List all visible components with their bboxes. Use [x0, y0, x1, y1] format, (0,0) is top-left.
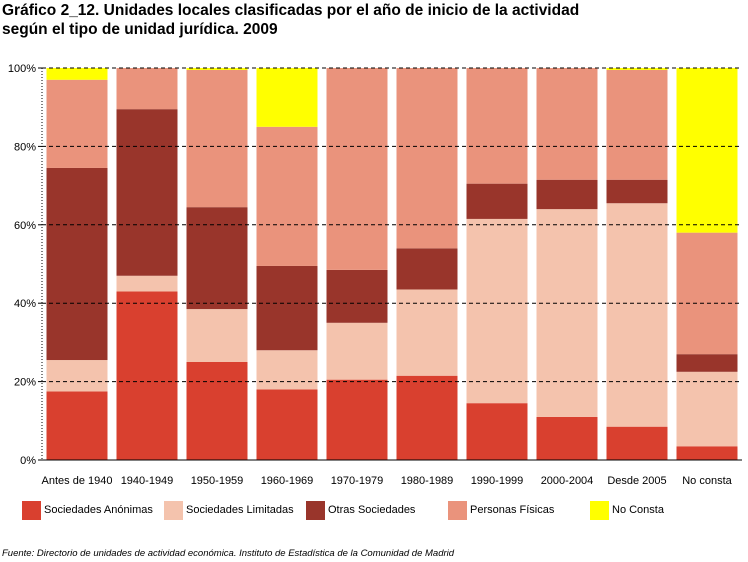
y-tick-label: 80% — [14, 141, 36, 153]
source-note: Fuente: Directorio de unidades de activi… — [2, 548, 455, 559]
bar-segment-2-2 — [116, 275, 178, 292]
bar-segment-3-3 — [186, 207, 248, 310]
legend-label: Otras Sociedades — [328, 504, 416, 516]
legend-item: Otras Sociedades — [306, 500, 415, 520]
legend-swatch — [306, 500, 325, 520]
legend-label: Sociedades Anónimas — [44, 504, 153, 516]
bar-segment-9-2 — [606, 203, 668, 427]
bar-segment-7-3 — [466, 183, 528, 219]
bar-segment-3-2 — [186, 309, 248, 362]
bar-segment-1-5 — [46, 68, 108, 80]
chart-title-line-1: Gráfico 2_12. Unidades locales clasifica… — [2, 2, 580, 19]
bar-segment-8-4 — [536, 68, 598, 180]
bar-segment-5-1 — [326, 379, 388, 460]
bar-segment-1-3 — [46, 167, 108, 361]
bar-segment-6-3 — [396, 248, 458, 290]
bar-segment-1-1 — [46, 391, 108, 460]
x-tick-label: 2000-2004 — [541, 475, 594, 487]
bar-segment-2-3 — [116, 109, 178, 276]
bar-segment-8-3 — [536, 179, 598, 210]
bar-segment-9-5 — [606, 68, 668, 70]
bar-segment-4-5 — [256, 68, 318, 127]
x-tick-label: 1980-1989 — [401, 475, 454, 487]
bar-segment-1-4 — [46, 79, 108, 168]
bar-segment-4-3 — [256, 265, 318, 351]
x-tick-label: No consta — [682, 475, 732, 487]
bar-segment-2-1 — [116, 291, 178, 460]
bar-segment-2-4 — [116, 68, 178, 110]
bar-segment-1-2 — [46, 360, 108, 392]
bar-segment-9-1 — [606, 426, 668, 460]
bar-segment-5-3 — [326, 269, 388, 323]
legend-swatch — [22, 500, 41, 520]
y-tick-label: 100% — [8, 63, 36, 75]
x-tick-label: 1950-1959 — [191, 475, 244, 487]
bar-segment-6-4 — [396, 68, 458, 249]
bar-segment-9-4 — [606, 69, 668, 180]
legend-label: Sociedades Limitadas — [186, 504, 294, 516]
bar-segment-7-2 — [466, 218, 528, 404]
bar-segment-5-4 — [326, 68, 388, 270]
chart-title: Gráfico 2_12. Unidades locales clasifica… — [2, 1, 742, 39]
bar-segment-6-2 — [396, 289, 458, 376]
bar-segment-10-4 — [676, 232, 738, 355]
legend-label: No Consta — [612, 504, 664, 516]
chart-title-line-2: según el tipo de unidad jurídica. 2009 — [2, 21, 278, 38]
x-tick-label: 1960-1969 — [261, 475, 314, 487]
stacked-bar-chart: Antes de 1940 1940-1949 1950-1959 1960-1969… — [8, 63, 742, 487]
legend-swatch — [590, 500, 609, 520]
bar-segment-10-1 — [676, 446, 738, 460]
bar-segment-4-1 — [256, 389, 318, 460]
bar-segment-10-3 — [676, 354, 738, 372]
y-tick-label: 0% — [20, 455, 36, 467]
x-tick-label: Antes de 1940 — [42, 475, 113, 487]
legend-label: Personas Físicas — [470, 504, 555, 516]
bar-segment-10-2 — [676, 371, 738, 447]
y-tick-label: 40% — [14, 298, 36, 310]
bar-segment-4-2 — [256, 350, 318, 390]
bar-segment-4-4 — [256, 126, 318, 266]
bar-segment-3-1 — [186, 362, 248, 460]
legend-item: Sociedades Limitadas — [164, 500, 294, 520]
bar-segment-10-5 — [676, 68, 738, 233]
x-tick-label: 1940-1949 — [121, 475, 174, 487]
bar-segment-7-4 — [466, 68, 528, 184]
bar-segment-3-5 — [186, 68, 248, 70]
bar-segment-5-2 — [326, 322, 388, 380]
legend-swatch — [164, 500, 183, 520]
legend-item: Personas Físicas — [448, 500, 554, 520]
bar-segment-8-1 — [536, 416, 598, 460]
bar-segment-7-1 — [466, 403, 528, 460]
x-tick-label: Desde 2005 — [607, 475, 666, 487]
bar-segment-6-1 — [396, 375, 458, 460]
bar-segment-9-3 — [606, 179, 668, 204]
legend-item: Sociedades Anónimas — [22, 500, 153, 520]
legend-swatch — [448, 500, 467, 520]
bar-segment-3-4 — [186, 69, 248, 208]
bar-segment-8-2 — [536, 209, 598, 417]
x-tick-label: 1990-1999 — [471, 475, 524, 487]
legend-item: No Consta — [590, 500, 664, 520]
y-tick-label: 20% — [14, 377, 36, 389]
y-tick-label: 60% — [14, 220, 36, 232]
x-tick-label: 1970-1979 — [331, 475, 384, 487]
chart-legend: Sociedades Anónimas Sociedades Limitadas O… — [22, 500, 722, 522]
